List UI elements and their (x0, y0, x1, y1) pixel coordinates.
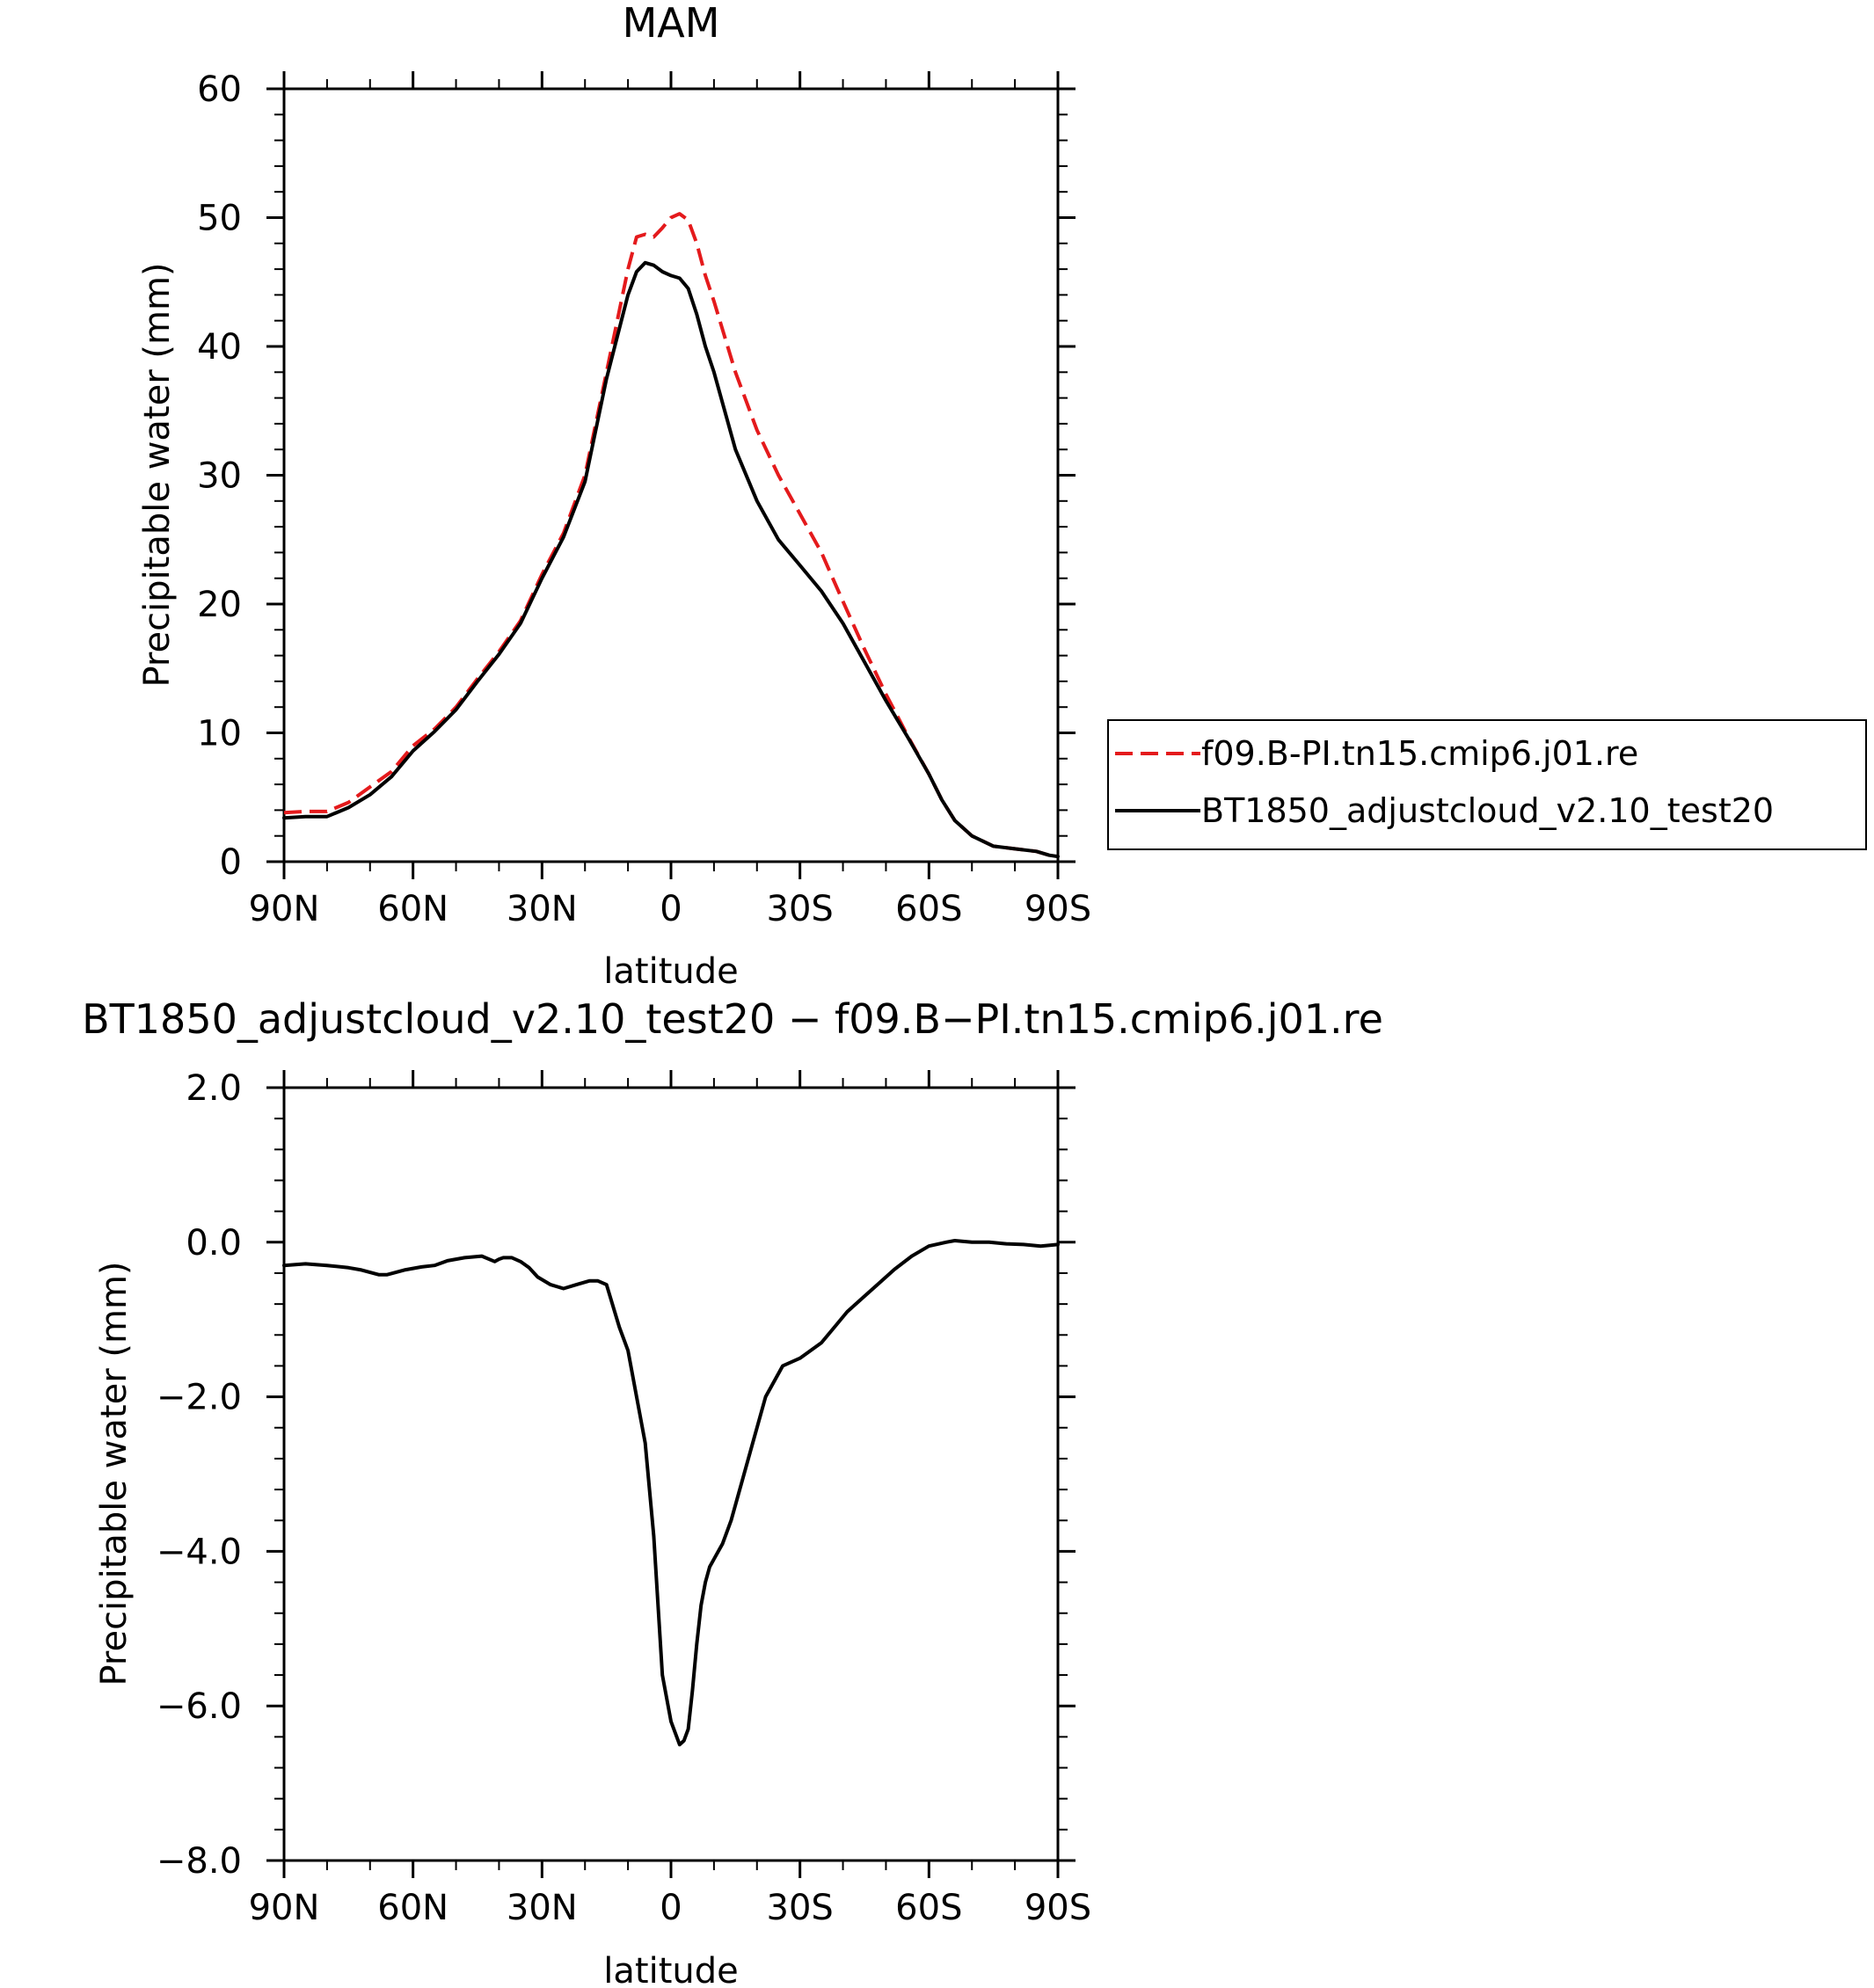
bottom-x-tick-label: 60N (377, 1888, 448, 1928)
top-x-tick-label: 60S (895, 889, 962, 929)
top-series-group (282, 212, 1060, 859)
bottom-x-tick-label: 30S (767, 1888, 834, 1928)
legend-label-series-2: BT1850_adjustcloud_v2.10_test20 (1201, 791, 1774, 830)
bottom-y-axis-title: Precipitable water (mm) (94, 1261, 135, 1686)
top-y-tick-label: 20 (197, 585, 242, 625)
top-y-tick-label: 60 (197, 69, 242, 110)
top-y-tick-label: 40 (197, 327, 242, 368)
top-y-tick-label: 30 (197, 456, 242, 497)
top-chart-panel: MAM 90N 60N 30N 0 30S 60S 90S 0 10 20 30 40 50 60 lat… (137, 0, 1867, 992)
top-x-tick-label: 90N (249, 889, 320, 929)
top-y-axis-title: Precipitable water (mm) (137, 262, 178, 687)
top-x-tick-label: 30S (767, 889, 834, 929)
top-x-axis-title: latitude (603, 951, 738, 992)
bottom-x-tick-label: 30N (507, 1888, 578, 1928)
top-y-tick-label: 0 (220, 842, 242, 883)
bottom-x-tick-label: 0 (660, 1888, 682, 1928)
bottom-series-group (282, 1239, 1060, 1747)
legend-box (1107, 719, 1867, 850)
top-x-tick-label: 30N (507, 889, 578, 929)
top-series-line-2 (282, 260, 1060, 859)
legend: f09.B-PI.tn15.cmip6.j01.re BT1850_adjust… (1107, 719, 1867, 850)
bottom-chart-panel: BT1850_adjustcloud_v2.10_test20 − f09.B−… (82, 995, 1383, 1988)
bottom-chart-title: BT1850_adjustcloud_v2.10_test20 − f09.B−… (82, 995, 1383, 1043)
top-chart-title: MAM (623, 0, 720, 47)
top-axis-ticks: 90N 60N 30N 0 30S 60S 90S 0 10 20 30 40 50 60 (197, 69, 1091, 929)
top-y-tick-label: 10 (197, 714, 242, 754)
top-x-tick-label: 90S (1025, 889, 1091, 929)
top-y-tick-label: 50 (197, 199, 242, 239)
bottom-y-tick-label: −8.0 (157, 1841, 242, 1882)
bottom-x-tick-label: 90S (1025, 1888, 1091, 1928)
bottom-series-line-1 (282, 1239, 1060, 1747)
bottom-y-tick-label: 0.0 (186, 1223, 242, 1263)
legend-label-series-1: f09.B-PI.tn15.cmip6.j01.re (1201, 734, 1638, 773)
top-x-tick-label: 0 (660, 889, 682, 929)
top-plot-frame (282, 87, 1060, 863)
bottom-axis-ticks: 90N 60N 30N 0 30S 60S 90S 2.0 0.0 −2.0 −4.0 −6.0 −8.… (157, 1068, 1091, 1928)
bottom-y-tick-label: −6.0 (157, 1686, 242, 1727)
bottom-x-tick-label: 90N (249, 1888, 320, 1928)
bottom-x-axis-title: latitude (603, 1951, 738, 1988)
bottom-y-tick-label: −2.0 (157, 1378, 242, 1418)
top-series-line-1 (283, 212, 1059, 859)
bottom-x-tick-label: 60S (895, 1888, 962, 1928)
bottom-y-tick-label: −4.0 (157, 1532, 242, 1572)
bottom-y-tick-label: 2.0 (186, 1068, 242, 1109)
bottom-plot-frame (282, 1086, 1060, 1862)
top-x-tick-label: 60N (377, 889, 448, 929)
